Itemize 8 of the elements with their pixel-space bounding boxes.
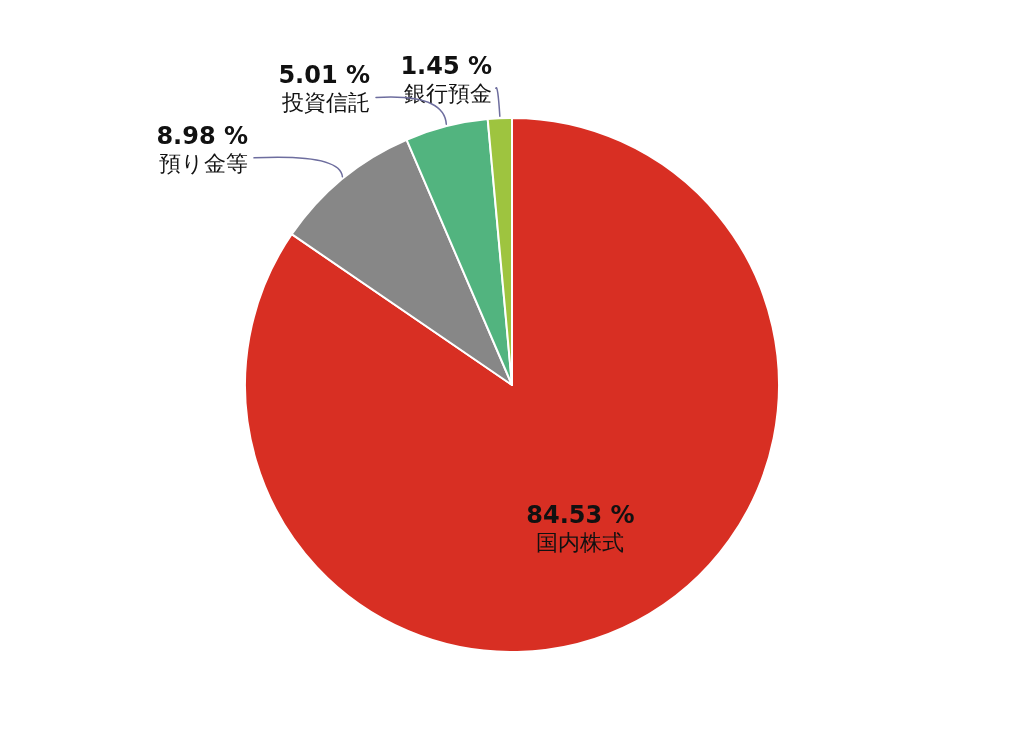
slice-label: 預り金等 [159, 150, 249, 176]
slice-label: 国内株式 [536, 529, 625, 555]
data-label: 1.45 % [400, 52, 493, 81]
slice-label: 投資信託 [281, 90, 371, 116]
data-label: 5.01 % [278, 61, 371, 90]
slice-label: 銀行預金 [404, 81, 493, 107]
data-label: 84.53 % [526, 500, 635, 529]
data-label: 8.98 % [156, 121, 249, 150]
